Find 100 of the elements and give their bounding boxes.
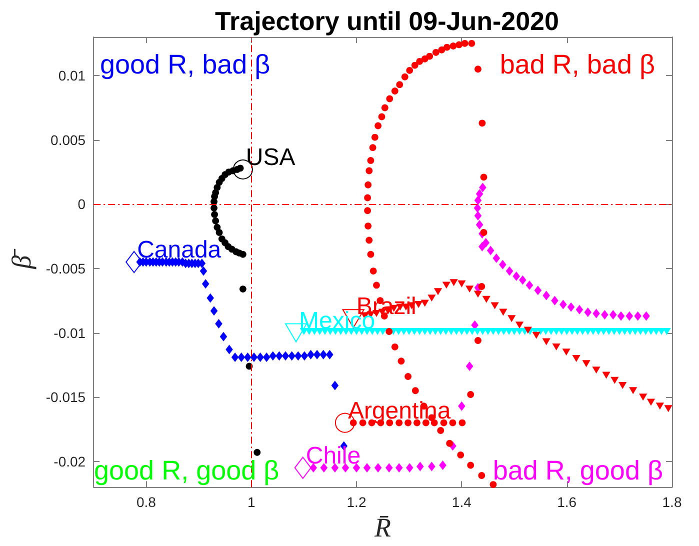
point bbox=[439, 460, 446, 470]
point bbox=[352, 463, 360, 473]
point bbox=[212, 217, 220, 224]
point bbox=[618, 382, 627, 389]
point bbox=[560, 300, 567, 310]
point bbox=[466, 361, 474, 371]
point bbox=[428, 294, 436, 302]
point bbox=[617, 311, 625, 321]
point bbox=[244, 352, 252, 362]
point bbox=[572, 355, 580, 362]
point bbox=[551, 296, 558, 306]
point bbox=[406, 463, 414, 473]
point bbox=[442, 282, 450, 289]
point bbox=[206, 293, 214, 303]
chart-title: Trajectory until 09-Jun-2020 bbox=[215, 6, 559, 36]
point bbox=[478, 242, 486, 252]
point bbox=[490, 302, 499, 310]
y-tick-label: 0.01 bbox=[58, 68, 86, 84]
point bbox=[609, 310, 617, 320]
x-tick-label: 1.4 bbox=[452, 494, 472, 510]
point bbox=[458, 280, 466, 288]
point bbox=[466, 286, 474, 293]
point bbox=[534, 286, 542, 296]
point bbox=[226, 344, 233, 354]
point bbox=[214, 184, 221, 191]
point bbox=[450, 279, 458, 286]
annotation: good R, bad β bbox=[100, 50, 270, 80]
point bbox=[479, 182, 486, 192]
point bbox=[499, 308, 508, 316]
point bbox=[416, 462, 424, 472]
y-tick-label: 0.005 bbox=[50, 132, 86, 148]
point bbox=[238, 352, 245, 362]
y-tick-label: 0 bbox=[78, 196, 86, 212]
point bbox=[474, 196, 482, 206]
point bbox=[664, 405, 672, 412]
point bbox=[276, 351, 283, 361]
point bbox=[374, 463, 382, 473]
point bbox=[656, 402, 664, 410]
point bbox=[610, 376, 619, 384]
point bbox=[602, 372, 610, 379]
point bbox=[601, 310, 608, 320]
series-label: Canada bbox=[137, 236, 222, 264]
point bbox=[211, 211, 218, 218]
point bbox=[506, 266, 514, 276]
point bbox=[310, 463, 318, 473]
series-label: Argentina bbox=[348, 397, 452, 424]
y-tick-label: -0.02 bbox=[54, 453, 86, 470]
point bbox=[307, 350, 314, 360]
point bbox=[200, 266, 208, 276]
x-axis-title: R̄ bbox=[374, 512, 392, 542]
point bbox=[634, 311, 642, 321]
point bbox=[250, 352, 258, 362]
annotation: bad R, good β bbox=[492, 456, 664, 486]
point bbox=[512, 271, 520, 281]
point bbox=[552, 343, 560, 350]
point bbox=[532, 332, 540, 339]
y-tick-label: -0.015 bbox=[46, 389, 86, 406]
point bbox=[254, 448, 261, 456]
series-label: USA bbox=[246, 144, 296, 171]
x-tick-label: 1.6 bbox=[557, 494, 577, 510]
point bbox=[434, 288, 442, 296]
y-tick-label: -0.01 bbox=[54, 324, 86, 341]
point bbox=[342, 463, 350, 473]
point bbox=[474, 290, 482, 298]
x-tick-label: 1.8 bbox=[662, 494, 682, 510]
point bbox=[420, 300, 429, 307]
point bbox=[592, 308, 600, 318]
point bbox=[363, 463, 371, 473]
point bbox=[313, 350, 321, 360]
y-axis-title: β̄ bbox=[6, 248, 36, 270]
x-tick-label: 0.8 bbox=[136, 494, 156, 510]
point bbox=[395, 463, 403, 473]
point bbox=[331, 463, 339, 473]
point bbox=[542, 290, 550, 300]
point bbox=[294, 351, 302, 361]
point bbox=[320, 463, 328, 473]
point bbox=[482, 238, 490, 248]
point bbox=[385, 463, 393, 473]
point bbox=[214, 224, 221, 231]
point bbox=[486, 246, 494, 256]
point bbox=[567, 302, 575, 312]
point bbox=[300, 351, 308, 361]
point bbox=[239, 286, 246, 293]
x-tick-label: 1.2 bbox=[346, 494, 366, 510]
point bbox=[269, 351, 277, 361]
point bbox=[215, 319, 222, 329]
point bbox=[515, 322, 524, 329]
series-label: Chile bbox=[306, 442, 361, 470]
point bbox=[492, 253, 500, 263]
point bbox=[216, 229, 223, 236]
point bbox=[584, 307, 592, 317]
point bbox=[524, 326, 532, 334]
point bbox=[256, 352, 264, 362]
point bbox=[629, 387, 638, 394]
point bbox=[210, 204, 218, 212]
point bbox=[519, 275, 526, 285]
point bbox=[288, 351, 296, 361]
point bbox=[210, 306, 218, 316]
point bbox=[526, 280, 534, 290]
point bbox=[482, 296, 490, 303]
